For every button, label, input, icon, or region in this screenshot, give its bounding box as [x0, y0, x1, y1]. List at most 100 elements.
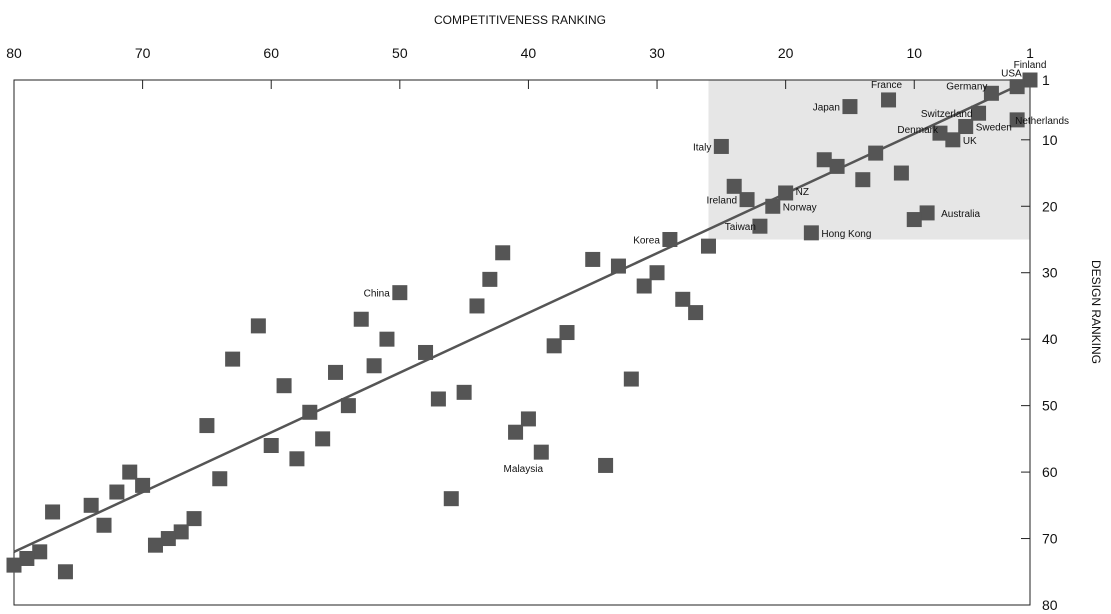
data-point — [983, 85, 999, 101]
point-label: China — [364, 289, 391, 300]
data-point — [212, 471, 228, 487]
y-tick-label: 20 — [1042, 198, 1058, 214]
data-point — [482, 271, 498, 287]
data-point — [45, 504, 61, 520]
data-point — [906, 212, 922, 228]
x-tick-label: 20 — [778, 45, 794, 61]
data-point — [173, 524, 189, 540]
data-point — [392, 285, 408, 301]
data-point — [263, 438, 279, 454]
data-point — [6, 557, 22, 573]
data-point — [109, 484, 125, 500]
data-point — [829, 158, 845, 174]
data-point — [739, 192, 755, 208]
point-label: France — [871, 80, 903, 91]
data-point — [430, 391, 446, 407]
data-point — [456, 384, 472, 400]
data-point — [122, 464, 138, 480]
data-points — [6, 72, 1038, 580]
data-point — [160, 531, 176, 547]
data-point — [675, 291, 691, 307]
data-point — [418, 344, 434, 360]
plot-frame — [13, 79, 1031, 606]
y-axis-ticks: 1 10 20 30 40 50 60 70 80 — [1021, 72, 1058, 613]
data-point — [19, 550, 35, 566]
point-label: Netherlands — [1015, 116, 1069, 127]
data-point — [276, 378, 292, 394]
data-point — [623, 371, 639, 387]
data-point — [842, 99, 858, 115]
y-tick-label: 30 — [1042, 265, 1058, 281]
data-point — [520, 411, 536, 427]
data-point — [945, 132, 961, 148]
data-point — [855, 172, 871, 188]
y-tick-label: 80 — [1042, 597, 1058, 613]
data-point — [700, 238, 716, 254]
data-point — [662, 231, 678, 247]
point-label: Germany — [946, 81, 987, 92]
data-point — [340, 398, 356, 414]
data-point — [508, 424, 524, 440]
data-point — [868, 145, 884, 161]
data-point — [958, 119, 974, 135]
point-label: Sweden — [976, 123, 1012, 134]
data-point — [443, 491, 459, 507]
data-point — [803, 225, 819, 241]
y-axis-title: DESIGN RANKING — [1089, 260, 1103, 364]
point-label: Finland — [1014, 60, 1047, 71]
x-axis-ticks: 80 70 60 50 40 30 20 10 1 — [6, 45, 1034, 89]
data-point — [610, 258, 626, 274]
data-point — [688, 305, 704, 321]
data-point — [315, 431, 331, 447]
data-point — [649, 265, 665, 281]
point-label: UK — [963, 136, 977, 147]
point-label: Italy — [693, 142, 711, 153]
data-point — [302, 404, 318, 420]
trend-line — [13, 78, 1031, 553]
data-point — [328, 364, 344, 380]
x-tick-label: 60 — [263, 45, 279, 61]
data-point — [83, 497, 99, 513]
data-point — [57, 564, 73, 580]
data-point — [366, 358, 382, 374]
data-point — [778, 185, 794, 201]
data-point — [546, 338, 562, 354]
x-tick-label: 40 — [521, 45, 537, 61]
data-point — [1009, 112, 1025, 128]
x-tick-label: 10 — [906, 45, 922, 61]
data-point — [893, 165, 909, 181]
point-label: Switzerland — [921, 109, 973, 120]
data-point — [752, 218, 768, 234]
point-label: Taiwan — [725, 222, 756, 233]
y-tick-label: 70 — [1042, 531, 1058, 547]
data-point — [713, 138, 729, 154]
data-point — [726, 178, 742, 194]
x-tick-label: 50 — [392, 45, 408, 61]
data-point — [250, 318, 266, 334]
point-label: NZ — [796, 187, 809, 198]
data-point — [598, 457, 614, 473]
x-tick-label: 80 — [6, 45, 22, 61]
data-point — [199, 418, 215, 434]
point-label: Norway — [783, 202, 817, 213]
data-point — [559, 325, 575, 341]
y-tick-label: 10 — [1042, 132, 1058, 148]
data-point — [32, 544, 48, 560]
y-tick-label: 60 — [1042, 464, 1058, 480]
point-label: Denmark — [897, 125, 939, 136]
point-label: Malaysia — [504, 464, 544, 475]
x-axis-title: COMPETITIVENESS RANKING — [434, 13, 606, 27]
point-label: Japan — [813, 103, 840, 114]
data-point — [135, 477, 151, 493]
data-point — [147, 537, 163, 553]
data-point — [289, 451, 305, 467]
data-point — [585, 251, 601, 267]
data-point — [495, 245, 511, 261]
data-point — [379, 331, 395, 347]
y-tick-label: 50 — [1042, 398, 1058, 414]
data-point — [1009, 79, 1025, 95]
data-point — [816, 152, 832, 168]
data-point — [932, 125, 948, 141]
